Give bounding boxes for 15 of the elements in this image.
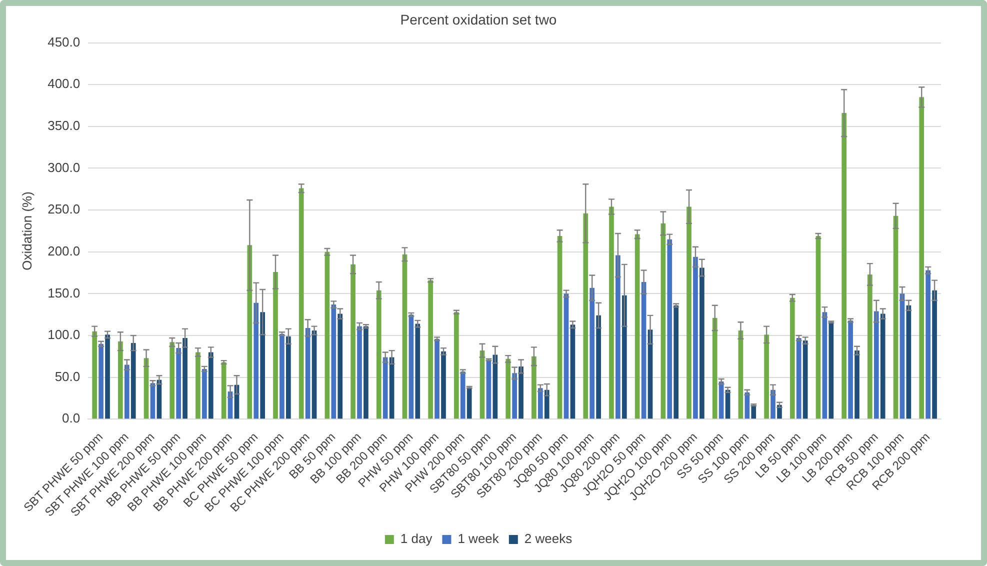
y-tick-label: 50.0 xyxy=(54,368,80,384)
y-tick-label: 200.0 xyxy=(48,243,80,258)
legend-label: 1 week xyxy=(458,531,500,546)
y-tick-label: 150.0 xyxy=(48,285,80,300)
y-tick-label: 100.0 xyxy=(48,327,80,342)
legend-label: 2 weeks xyxy=(524,531,573,546)
y-tick-label: 400.0 xyxy=(48,76,80,92)
y-tick-label: 0.0 xyxy=(62,410,80,426)
y-tick-label: 450.0 xyxy=(48,34,80,50)
y-axis-title: Oxidation (%) xyxy=(19,192,34,270)
legend-label: 1 day xyxy=(400,531,433,546)
chart-title: Percent oxidation set two xyxy=(400,11,557,28)
y-tick-label: 250.0 xyxy=(48,202,80,217)
y-tick-label: 350.0 xyxy=(48,118,80,134)
y-tick-label: 300.0 xyxy=(48,160,80,175)
